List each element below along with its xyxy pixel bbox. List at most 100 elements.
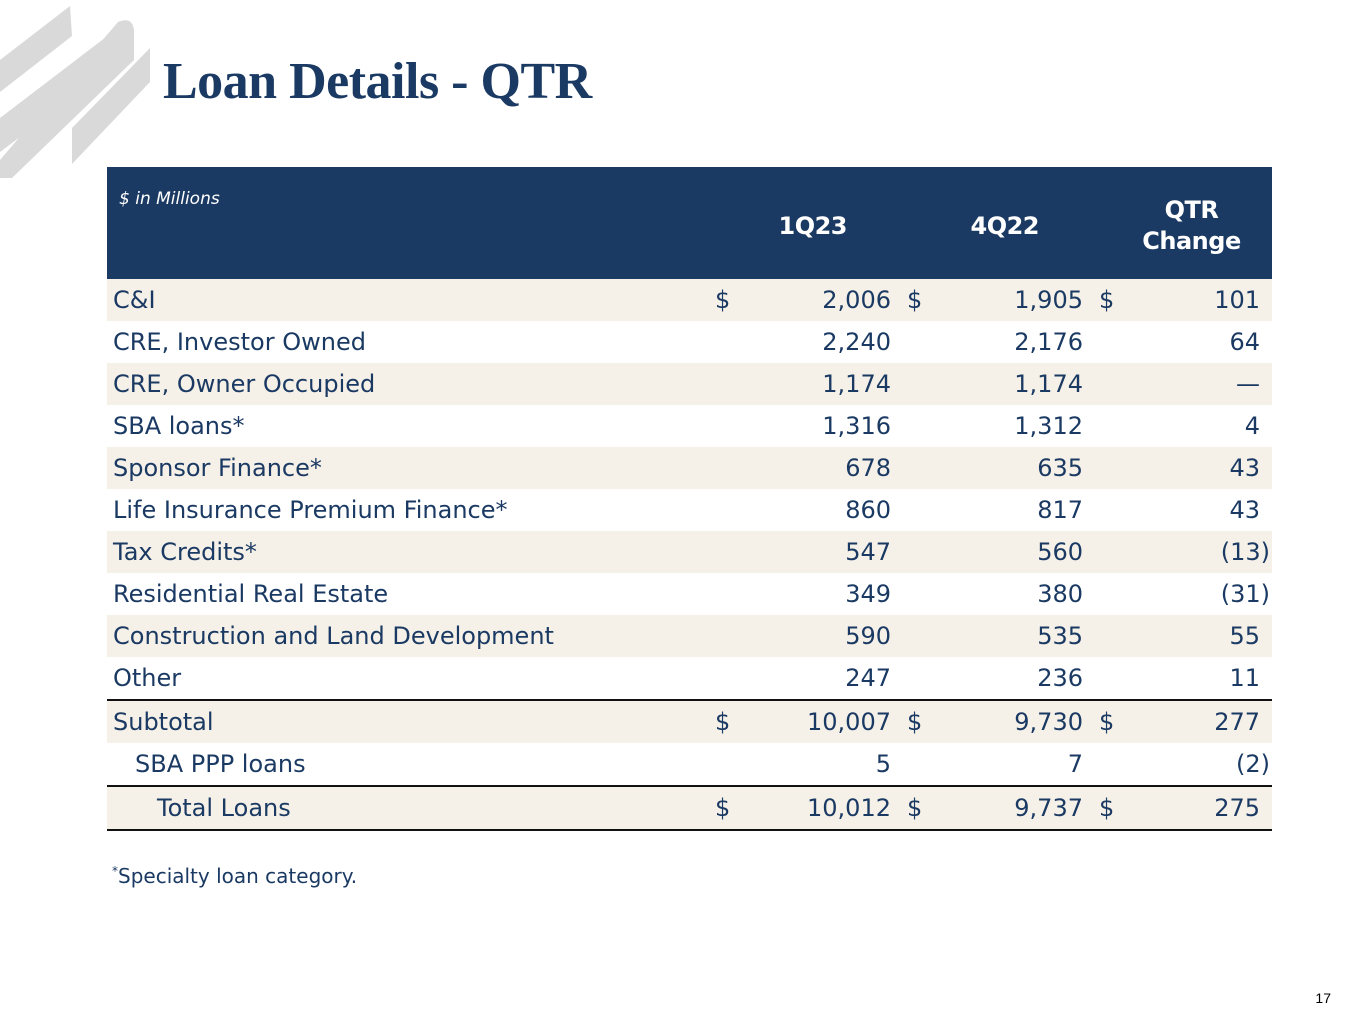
footnote-mark: * [112,864,118,878]
value-qtr-change: 43 [1127,489,1272,531]
dollar-sign: $ [899,785,935,831]
dollar-sign [899,363,935,405]
dollar-sign: $ [1091,279,1127,321]
value-1q23: 2,240 [743,321,899,363]
value-4q22: 9,737 [935,785,1091,831]
value-1q23: 1,316 [743,405,899,447]
dollar-sign [707,447,743,489]
dollar-sign [899,743,935,786]
dollar-sign: $ [1091,785,1127,831]
column-header-qtr-change: QTR Change [1091,167,1272,279]
dollar-sign: $ [707,279,743,321]
value-qtr-change: 275 [1127,785,1272,831]
dollar-sign [1091,743,1127,786]
dollar-sign [707,321,743,363]
table-row: Other 247 236 11 [107,657,1272,700]
company-logo-stripes-icon [0,6,150,179]
row-label: CRE, Owner Occupied [107,363,707,405]
value-4q22: 1,905 [935,279,1091,321]
dollar-sign [707,615,743,657]
dollar-sign [1091,321,1127,363]
dollar-sign [1091,363,1127,405]
value-qtr-change: (13) [1127,531,1272,573]
row-label: C&I [107,279,707,321]
total-row: Total Loans $10,012 $9,737 $275 [107,785,1272,831]
dollar-sign [899,321,935,363]
value-4q22: 635 [935,447,1091,489]
dollar-sign [899,657,935,700]
dollar-sign: $ [707,699,743,743]
qtr-change-line2: Change [1142,227,1241,255]
value-qtr-change: 101 [1127,279,1272,321]
value-4q22: 2,176 [935,321,1091,363]
value-4q22: 7 [935,743,1091,786]
value-qtr-change: 11 [1127,657,1272,700]
value-4q22: 1,312 [935,405,1091,447]
value-qtr-change: (2) [1127,743,1272,786]
table-row: Construction and Land Development 590 535 5… [107,615,1272,657]
dollar-sign [707,743,743,786]
row-label: Tax Credits* [107,531,707,573]
value-4q22: 560 [935,531,1091,573]
dollar-sign: $ [899,279,935,321]
value-4q22: 535 [935,615,1091,657]
value-1q23: 5 [743,743,899,786]
value-4q22: 236 [935,657,1091,700]
value-4q22: 817 [935,489,1091,531]
dollar-sign: $ [1091,699,1127,743]
page-title: Loan Details - QTR [163,53,592,110]
table-row: Sponsor Finance* 678 635 43 [107,447,1272,489]
value-1q23: 547 [743,531,899,573]
dollar-sign [899,615,935,657]
footnote: *Specialty loan category. [112,864,357,888]
dollar-sign [1091,531,1127,573]
value-qtr-change: 4 [1127,405,1272,447]
table-row: SBA loans* 1,316 1,312 4 [107,405,1272,447]
dollar-sign [1091,447,1127,489]
value-1q23: 2,006 [743,279,899,321]
row-label: Other [107,657,707,700]
page-number: 17 [1315,990,1331,1006]
value-qtr-change: — [1127,363,1272,405]
dollar-sign [899,531,935,573]
row-label: Life Insurance Premium Finance* [107,489,707,531]
table-row: CRE, Owner Occupied 1,174 1,174 — [107,363,1272,405]
dollar-sign: $ [707,785,743,831]
value-qtr-change: 64 [1127,321,1272,363]
dollar-sign [707,657,743,700]
qtr-change-line1: QTR [1164,196,1219,224]
value-qtr-change: 55 [1127,615,1272,657]
value-4q22: 9,730 [935,699,1091,743]
dollar-sign [707,363,743,405]
value-1q23: 860 [743,489,899,531]
loan-details-table: $ in Millions 1Q23 4Q22 QTR Change C&I $2… [107,167,1272,831]
dollar-sign [707,489,743,531]
dollar-sign [899,405,935,447]
dollar-sign [1091,615,1127,657]
dollar-sign: $ [899,699,935,743]
dollar-sign [707,531,743,573]
value-1q23: 10,007 [743,699,899,743]
table-row: CRE, Investor Owned 2,240 2,176 64 [107,321,1272,363]
column-header-1q23: 1Q23 [707,167,899,279]
footnote-text: Specialty loan category. [118,864,358,888]
dollar-sign [899,447,935,489]
value-1q23: 590 [743,615,899,657]
dollar-sign [1091,405,1127,447]
row-label: SBA PPP loans [107,743,707,786]
row-label: SBA loans* [107,405,707,447]
row-label: Construction and Land Development [107,615,707,657]
value-1q23: 10,012 [743,785,899,831]
value-qtr-change: (31) [1127,573,1272,615]
subtotal-row: Subtotal $10,007 $9,730 $277 [107,699,1272,743]
table-row: Tax Credits* 547 560 (13) [107,531,1272,573]
value-1q23: 678 [743,447,899,489]
table-header-row: $ in Millions 1Q23 4Q22 QTR Change [107,167,1272,279]
dollar-sign [1091,657,1127,700]
table-row: Life Insurance Premium Finance* 860 817 43 [107,489,1272,531]
dollar-sign [707,405,743,447]
row-label: Sponsor Finance* [107,447,707,489]
value-4q22: 1,174 [935,363,1091,405]
row-label: Total Loans [107,785,707,831]
units-label: $ in Millions [107,167,707,279]
